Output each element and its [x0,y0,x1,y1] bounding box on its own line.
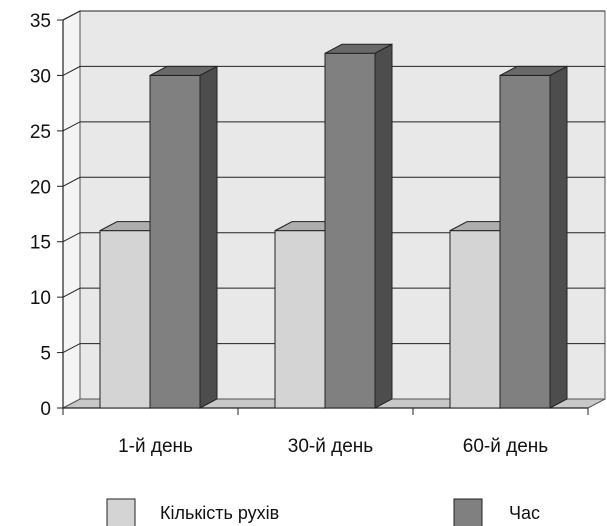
bar-side [374,43,393,409]
bar-side [199,65,218,409]
bar-chas-3 [499,65,568,409]
axis-labels: 0 5 10 15 20 25 30 35 1-й день 30-й день 60-й день [30,11,548,457]
legend-item: Кількість рухів [106,498,279,526]
legend-swatch [106,498,136,526]
legend-swatch [453,498,483,526]
y-tick-label: 15 [30,233,51,254]
x-category-label: 30-й день [288,436,373,457]
y-tick-label: 30 [30,66,51,87]
y-tick-label: 10 [30,288,51,309]
bar-front [149,74,201,409]
bar-front [449,230,501,409]
gridline [62,176,605,187]
legend-label: Кількість рухів [160,503,279,523]
gridline [62,232,605,243]
bar-front [499,74,551,409]
y-tick-label: 0 [40,399,51,420]
gridline [62,287,605,298]
gridline [62,65,605,76]
legend-label: Час [509,503,540,523]
gridline [62,10,605,21]
legend: Кількість рухів Час [106,498,540,526]
y-tick-label: 5 [40,344,51,365]
bars [99,43,568,409]
legend-item: Час [453,498,540,526]
x-category-label: 1-й день [118,436,193,457]
bar-chas-2 [324,43,393,409]
gridline [62,121,605,132]
y-tick-label: 35 [30,11,51,32]
bar-front [99,230,151,409]
y-tick-label: 20 [30,177,51,198]
bar-side [549,65,568,409]
bar-chas-1 [149,65,218,409]
y-tick-label: 25 [30,122,51,143]
bar-front [324,52,376,409]
x-category-label: 60-й день [463,436,548,457]
gridlines [62,10,605,354]
bar-front [274,230,326,409]
gridline [62,343,605,354]
